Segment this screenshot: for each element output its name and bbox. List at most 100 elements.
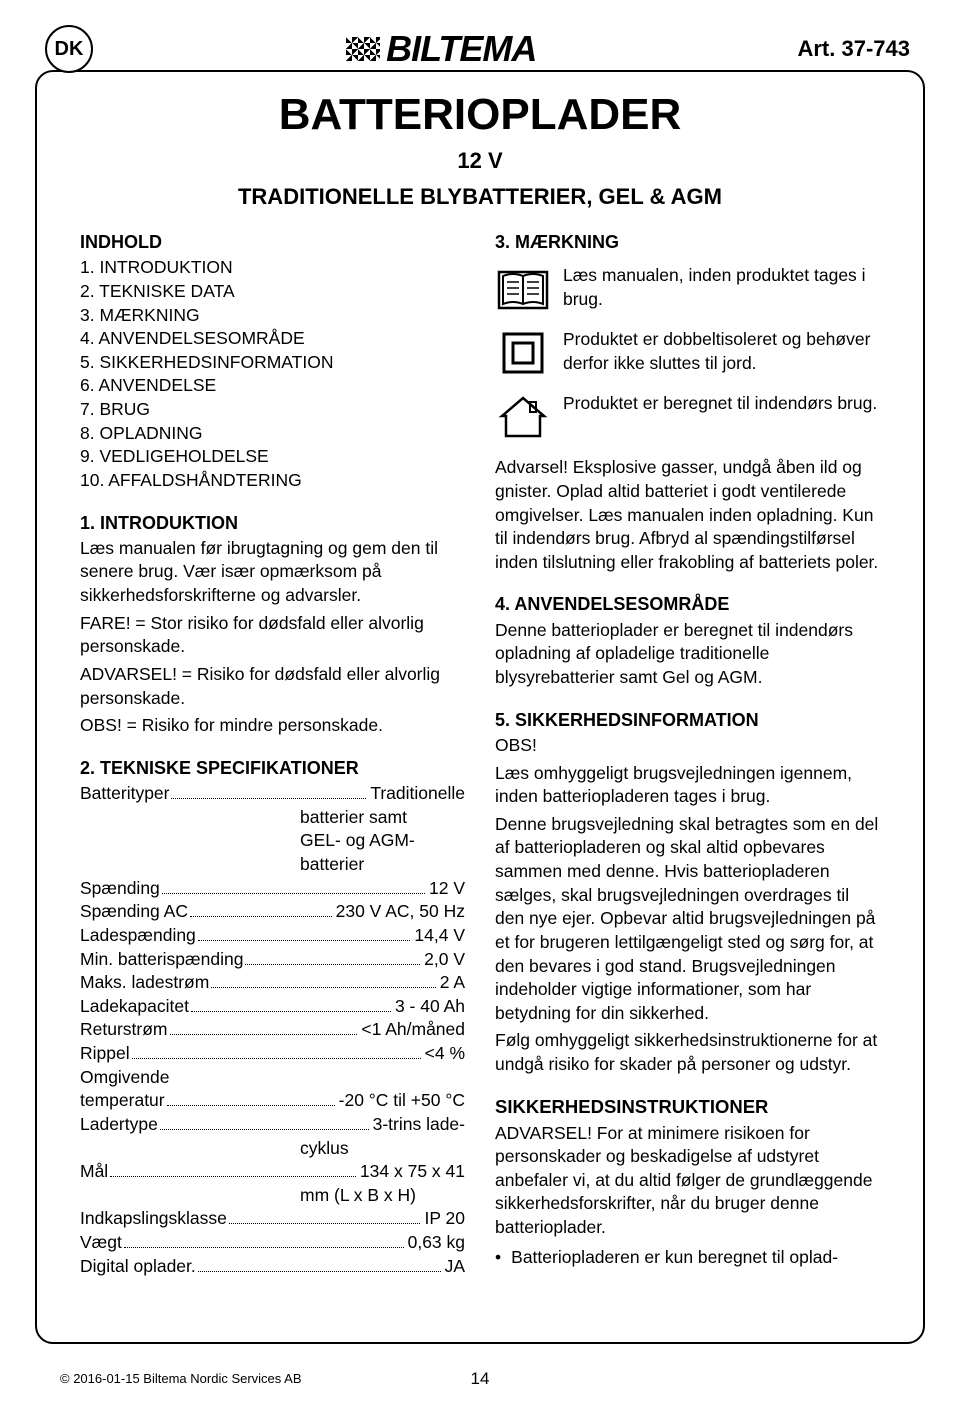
manual-icon-text: Læs manualen, inden produktet tages i br…	[563, 264, 880, 311]
spec-value: 0,63 kg	[408, 1231, 465, 1255]
safety-instructions-heading: SIKKERHEDSINSTRUKTIONER	[495, 1095, 880, 1120]
spec-dots	[162, 878, 425, 894]
spec-label-line: Omgivende	[80, 1066, 465, 1090]
toc-item: 1. INTRODUKTION	[80, 256, 465, 280]
spec-row: Mål 134 x 75 x 41	[80, 1160, 465, 1184]
bullet-icon: •	[495, 1246, 501, 1270]
indoor-use-text: Produktet er beregnet til indendørs brug…	[563, 392, 880, 416]
toc-heading: INDHOLD	[80, 230, 465, 254]
spec-row: IndkapslingsklasseIP 20	[80, 1207, 465, 1231]
spec-label: Rippel	[80, 1042, 130, 1066]
section-2-heading: 2. TEKNISKE SPECIFIKATIONER	[80, 756, 465, 780]
spec-value: 2,0 V	[424, 948, 465, 972]
logo-text: BILTEMA	[386, 28, 536, 70]
spec-row: temperatur -20 °C til +50 °C	[80, 1089, 465, 1113]
subtitle-battery-types: TRADITIONELLE BLYBATTERIER, GEL & AGM	[50, 184, 910, 210]
article-number: Art. 37-743	[789, 36, 910, 62]
spec-value: 3 - 40 Ah	[395, 995, 465, 1019]
spec-label: Spænding	[80, 877, 160, 901]
brand-logo: BILTEMA	[338, 28, 544, 70]
spec-label: Min. batterispænding	[80, 948, 243, 972]
toc-item: 5. SIKKERHEDSINFORMATION	[80, 351, 465, 375]
spec-value: 3-trins lade-	[373, 1113, 465, 1137]
subtitle-voltage: 12 V	[50, 148, 910, 174]
spec-dots	[132, 1043, 421, 1059]
spec-value: 2 A	[440, 971, 465, 995]
spec-dots	[211, 972, 435, 988]
section-5-p2: Denne brugsvejledning skal betragtes som…	[495, 813, 880, 1026]
section-3-heading: 3. MÆRKNING	[495, 230, 880, 254]
bullet-item: • Batteriopladeren er kun beregnet til o…	[495, 1246, 880, 1270]
spec-value: <1 Ah/måned	[361, 1018, 465, 1042]
spec-dots	[167, 1091, 335, 1107]
section-5-heading: 5. SIKKERHEDSINFORMATION	[495, 708, 880, 732]
section-1-text: Læs manualen før ibrugtagning og gem den…	[80, 537, 465, 608]
spec-dots	[110, 1161, 356, 1177]
spec-row: Maks. ladestrøm 2 A	[80, 971, 465, 995]
warning-paragraph: Advarsel! Eksplosive gasser, undgå åben …	[495, 456, 880, 574]
obs-label: OBS!	[495, 734, 880, 758]
spec-label: Ladertype	[80, 1113, 158, 1137]
spec-dots	[198, 1256, 441, 1272]
spec-continuation: batterier samt	[80, 806, 465, 830]
spec-value: 230 V AC, 50 Hz	[336, 900, 465, 924]
spec-dots	[191, 996, 391, 1012]
section-5-p4: ADVARSEL! For at minimere risikoen for p…	[495, 1122, 880, 1240]
right-column: 3. MÆRKNING Læs manualen, i	[495, 228, 880, 1278]
double-insulated-icon	[495, 328, 551, 378]
spec-row: Ladespænding 14,4 V	[80, 924, 465, 948]
spec-row: Ladertype 3-trins lade-	[80, 1113, 465, 1137]
spec-dots	[124, 1232, 404, 1248]
spec-dots	[170, 1020, 358, 1036]
spec-continuation: cyklus	[80, 1137, 465, 1161]
spec-value: 134 x 75 x 41	[360, 1160, 465, 1184]
toc-item: 7. BRUG	[80, 398, 465, 422]
spec-label: Batterityper	[80, 782, 169, 806]
spec-dots	[160, 1114, 369, 1130]
toc-item: 2. TEKNISKE DATA	[80, 280, 465, 304]
spec-value: -20 °C til +50 °C	[339, 1089, 465, 1113]
spec-label: Ladekapacitet	[80, 995, 189, 1019]
spec-label: Ladespænding	[80, 924, 196, 948]
manual-icon	[495, 264, 551, 314]
toc-item: 10. AFFALDSHÅNDTERING	[80, 469, 465, 493]
indoor-use-icon	[495, 392, 551, 442]
spec-continuation: batterier	[80, 853, 465, 877]
toc-item: 8. OPLADNING	[80, 422, 465, 446]
spec-row: Spænding 12 V	[80, 877, 465, 901]
spec-label: Spænding AC	[80, 900, 188, 924]
section-4-text: Denne batterioplader er beregnet til ind…	[495, 619, 880, 690]
spec-label: temperatur	[80, 1089, 165, 1113]
spec-dots	[190, 902, 332, 918]
spec-row: Returstrøm <1 Ah/måned	[80, 1018, 465, 1042]
advarsel-definition: ADVARSEL! = Risiko for dødsfald eller al…	[80, 663, 465, 710]
page-title: BATTERIOPLADER	[50, 90, 910, 140]
spec-continuation: GEL- og AGM-	[80, 829, 465, 853]
copyright-text: © 2016-01-15 Biltema Nordic Services AB	[60, 1371, 302, 1386]
section-5-p3: Følg omhyggeligt sikkerhedsinstruktioner…	[495, 1029, 880, 1076]
spec-row: Batterityper Traditionelle	[80, 782, 465, 806]
spec-value: Traditionelle	[370, 782, 465, 806]
spec-row: Rippel<4 %	[80, 1042, 465, 1066]
toc-item: 4. ANVENDELSESOMRÅDE	[80, 327, 465, 351]
toc-item: 9. VEDLIGEHOLDELSE	[80, 445, 465, 469]
spec-label: Indkapslingsklasse	[80, 1207, 227, 1231]
spec-dots	[171, 783, 366, 799]
spec-label: Maks. ladestrøm	[80, 971, 209, 995]
section-1-heading: 1. INTRODUKTION	[80, 511, 465, 535]
spec-label: Mål	[80, 1160, 108, 1184]
section-5-p1: Læs omhyggeligt brugsvejledningen igenne…	[495, 762, 880, 809]
page-number: 14	[461, 1369, 500, 1389]
toc-item: 3. MÆRKNING	[80, 304, 465, 328]
spec-dots	[198, 925, 411, 941]
checkered-flag-icon	[346, 37, 380, 61]
spec-label: Returstrøm	[80, 1018, 168, 1042]
spec-value: 14,4 V	[414, 924, 465, 948]
double-insulated-text: Produktet er dobbeltisoleret og behøver …	[563, 328, 880, 375]
toc-item: 6. ANVENDELSE	[80, 374, 465, 398]
fare-definition: FARE! = Stor risiko for dødsfald eller a…	[80, 612, 465, 659]
obs-definition: OBS! = Risiko for mindre personskade.	[80, 714, 465, 738]
spec-value: 12 V	[429, 877, 465, 901]
spec-label: Digital oplader.	[80, 1255, 196, 1279]
bullet-text: Batteriopladeren er kun beregnet til opl…	[511, 1246, 838, 1270]
